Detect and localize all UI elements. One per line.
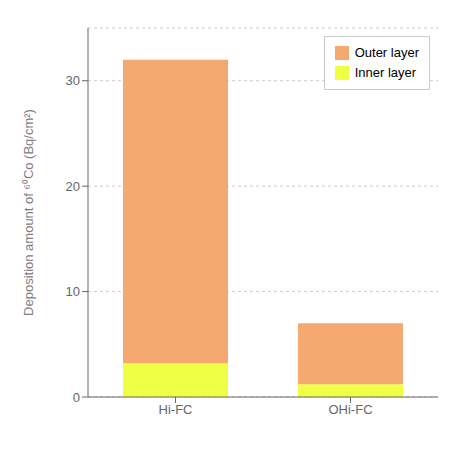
html-text:Outer layer: Outer layer	[354, 45, 419, 60]
svg-text:0: 0	[73, 390, 80, 405]
html-text:Inner layer: Inner layer	[354, 65, 417, 80]
svg-text:Deposition amount of ⁶⁰Co (Bq/: Deposition amount of ⁶⁰Co (Bq/cm²)	[21, 109, 36, 316]
svg-text:10: 10	[66, 284, 80, 299]
svg-text:OHi-FC: OHi-FC	[328, 402, 372, 417]
svg-text:20: 20	[66, 179, 80, 194]
svg-text:Hi-FC: Hi-FC	[159, 402, 193, 417]
svg-text:30: 30	[66, 73, 80, 88]
